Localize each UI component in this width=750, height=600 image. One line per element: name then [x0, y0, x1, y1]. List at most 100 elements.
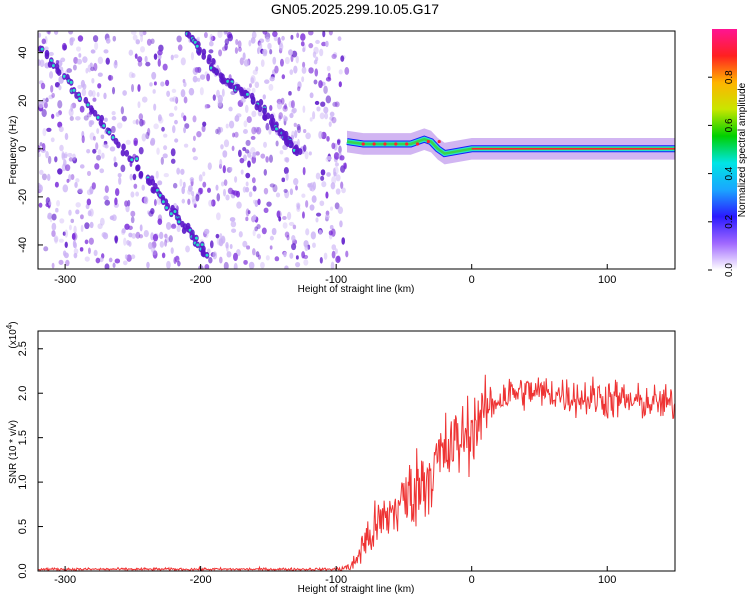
noise-dot — [308, 67, 314, 74]
noise-dot — [109, 146, 116, 152]
noise-dot — [124, 200, 129, 207]
noise-dot — [246, 116, 252, 124]
noise-dot — [242, 129, 248, 135]
track-blob — [210, 58, 216, 65]
track-blob — [250, 98, 256, 105]
noise-dot — [159, 231, 164, 240]
noise-dot — [202, 121, 207, 127]
noise-dot — [334, 202, 340, 210]
snr-y-tick-label: 2.0 — [17, 386, 29, 401]
noise-dot — [336, 138, 341, 144]
noise-dot — [169, 97, 175, 102]
noise-dot — [72, 153, 76, 161]
noise-dot — [129, 173, 133, 181]
noise-dot — [40, 82, 46, 90]
noise-dot — [232, 190, 239, 196]
noise-dot — [215, 233, 220, 239]
noise-dot — [308, 43, 314, 49]
noise-dot — [302, 47, 306, 53]
noise-dot — [233, 262, 238, 269]
noise-dot — [240, 98, 246, 103]
noise-dot — [228, 106, 233, 112]
track-hot-spot — [245, 92, 249, 96]
noise-dot — [192, 147, 196, 153]
noise-dot — [315, 39, 320, 45]
noise-dot — [68, 31, 74, 35]
snr-panel: -300 -200 -100 0 100 0.0 0.5 1.0 1.5 2.0 2.5 Heig… — [5, 321, 676, 595]
noise-dot — [47, 214, 52, 220]
noise-dot — [42, 127, 47, 137]
noise-dot — [284, 265, 289, 269]
noise-dot — [113, 60, 118, 69]
noise-dot — [156, 197, 162, 205]
noise-dot — [148, 242, 153, 250]
noise-dot — [111, 116, 117, 121]
noise-dot — [331, 116, 337, 124]
noise-dot — [252, 151, 256, 158]
noise-dot — [225, 242, 229, 249]
noise-dot — [232, 132, 236, 138]
noise-dot — [290, 100, 295, 109]
noise-dot — [295, 185, 298, 191]
noise-dot — [73, 242, 78, 249]
track-hot-spot — [107, 130, 111, 134]
noise-dot — [291, 50, 298, 58]
noise-dot — [146, 38, 152, 46]
noise-dot — [222, 165, 226, 174]
noise-dot — [77, 84, 83, 89]
spectrogram-x-tick-label: 0 — [469, 274, 475, 286]
noise-dot — [274, 65, 279, 74]
noise-dot — [63, 252, 69, 259]
noise-dot — [315, 217, 319, 223]
noise-dot — [326, 135, 330, 142]
noise-dot — [199, 187, 204, 195]
noise-dot — [325, 40, 329, 48]
noise-dot — [84, 222, 90, 230]
noise-dot — [166, 260, 171, 269]
noise-dot — [67, 152, 73, 158]
noise-dot — [331, 142, 336, 150]
noise-dot — [55, 207, 59, 213]
noise-dot — [302, 144, 307, 152]
noise-dot — [235, 39, 239, 45]
noise-dot — [46, 173, 51, 182]
noise-dot — [134, 53, 138, 59]
track-blob — [116, 141, 121, 149]
diagonal-tracks — [38, 31, 303, 259]
noise-dot — [69, 224, 72, 231]
noise-dot — [180, 168, 185, 175]
noise-dot — [204, 104, 208, 110]
noise-dot — [282, 215, 287, 220]
noise-dot — [238, 231, 243, 238]
noise-dot — [324, 214, 330, 220]
noise-dot — [276, 210, 281, 218]
noise-dot — [289, 188, 294, 196]
spectrogram-x-tick-label: -300 — [54, 274, 76, 286]
noise-dot — [143, 196, 149, 205]
track-blob — [121, 143, 126, 151]
noise-dot — [274, 256, 280, 262]
noise-dot — [51, 230, 56, 237]
noise-dot — [204, 264, 210, 269]
noise-dot — [80, 214, 84, 220]
noise-dot — [257, 198, 261, 206]
noise-dot — [114, 197, 118, 206]
noise-dot — [250, 77, 255, 84]
noise-dot — [71, 232, 76, 240]
snr-x-tick-label: 100 — [598, 574, 616, 586]
noise-dot — [308, 31, 314, 36]
noise-dot — [328, 230, 333, 236]
spectrogram-x-tick-label: -100 — [325, 274, 347, 286]
noise-dot — [312, 51, 317, 58]
trace-peak-dot — [361, 142, 365, 146]
noise-dot — [201, 125, 206, 133]
track-blob — [201, 53, 206, 60]
snr-x-tick-label: -200 — [190, 574, 212, 586]
noise-dot — [192, 115, 197, 123]
noise-dot — [147, 127, 151, 136]
track-hot-spot — [130, 158, 134, 162]
noise-dot — [328, 31, 333, 36]
noise-dot — [114, 235, 119, 243]
noise-dot — [266, 201, 272, 207]
track-blob — [297, 148, 303, 155]
